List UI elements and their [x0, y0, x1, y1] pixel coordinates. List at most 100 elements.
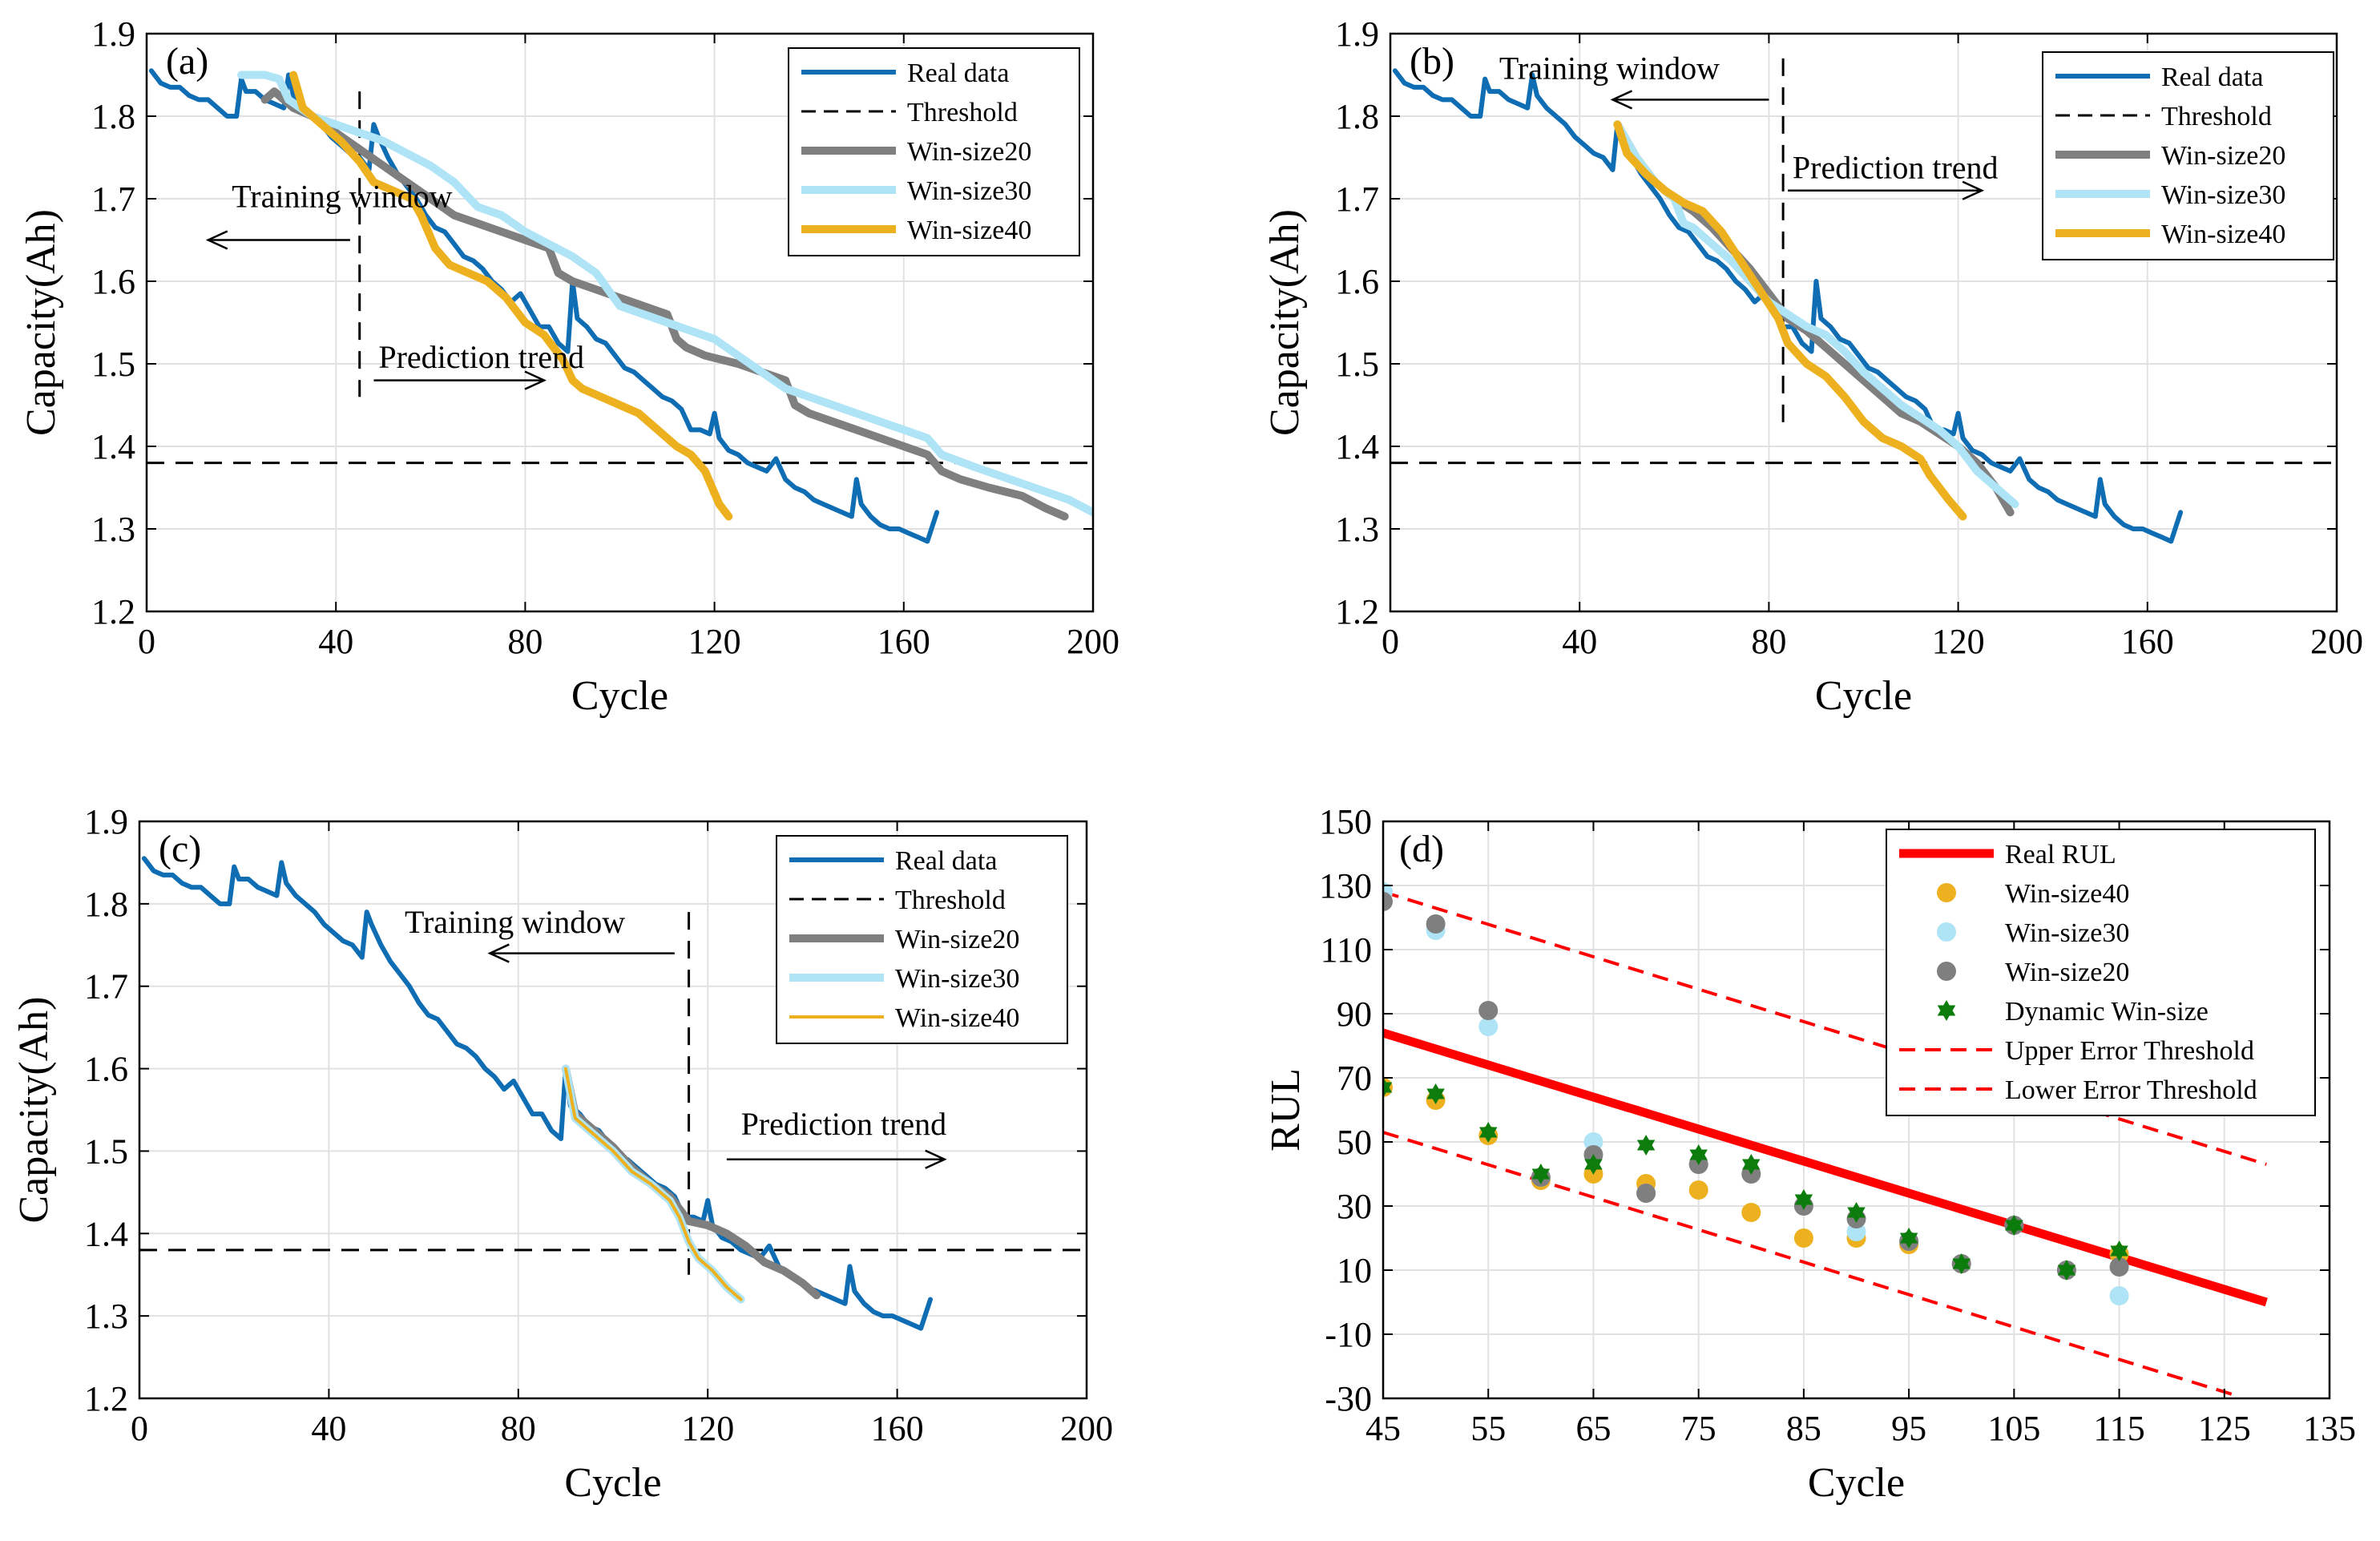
x-tick-label: 40: [311, 1409, 346, 1448]
series-line-win-size40: [563, 1067, 743, 1301]
x-tick-label: 120: [688, 622, 741, 661]
plot-area: [1383, 882, 2268, 1397]
x-tick-label: 0: [1382, 622, 1399, 661]
x-axis-label: Cycle: [1815, 673, 1912, 719]
legend-label: Threshold: [895, 885, 1006, 915]
y-tick-label: 1.9: [91, 14, 135, 54]
marker-dynamic-win-size: [2057, 1265, 2076, 1281]
panel-letter: (a): [166, 40, 208, 83]
y-axis-label: Capacity(Ah): [18, 209, 64, 436]
legend-label: Win-size30: [895, 964, 1019, 994]
marker-dynamic-win-size: [1847, 1207, 1866, 1223]
x-tick-label: 200: [1060, 1409, 1113, 1448]
legend-label: Real RUL: [2005, 840, 2116, 869]
y-axis-label: RUL: [1263, 1068, 1309, 1152]
series-line-win-size40: [289, 71, 733, 521]
axes-frame: [1382, 820, 2331, 1400]
annotation-prediction-trend: Prediction trend: [741, 1106, 947, 1142]
annotation-arrow-head: [524, 370, 547, 390]
legend-label: Dynamic Win-size: [2005, 997, 2209, 1027]
legend-label: Threshold: [2161, 102, 2272, 131]
legend-label: Lower Error Threshold: [2005, 1075, 2257, 1105]
y-tick-label: 1.9: [1335, 14, 1379, 54]
axes-frame: [138, 820, 1088, 1400]
upper-error-threshold-line: [1383, 890, 2267, 1166]
legend-label: Win-size40: [907, 216, 1031, 245]
axes-frame: [145, 32, 1095, 613]
marker-dynamic-win-size: [1426, 1088, 1445, 1104]
legend-label: Win-size20: [907, 137, 1031, 167]
y-tick-label: 1.4: [91, 427, 135, 466]
legend-label: Win-size40: [895, 1003, 1019, 1033]
y-tick-label: 110: [1321, 930, 1372, 970]
legend-swatch-dynamic-win-size: [1937, 1005, 1956, 1021]
y-tick-label: 1.2: [91, 592, 135, 631]
marker-win-size20: [1426, 914, 1446, 934]
marker-win-size20: [1636, 1184, 1656, 1203]
x-tick-label: 80: [501, 1409, 536, 1448]
x-tick-label: 200: [1067, 622, 1119, 661]
y-tick-label: 50: [1337, 1123, 1372, 1162]
legend-label: Win-size30: [2005, 918, 2129, 948]
panel-letter: (d): [1399, 828, 1444, 870]
x-tick-label: 75: [1681, 1409, 1716, 1448]
legend-label: Real data: [895, 846, 997, 876]
legend-label: Win-size20: [895, 925, 1019, 954]
annotation-training-window: Training window: [405, 904, 625, 940]
y-tick-label: 1.9: [84, 802, 128, 841]
y-tick-label: 1.5: [84, 1132, 128, 1171]
x-axis-label: Cycle: [1808, 1460, 1905, 1506]
x-tick-label: 0: [131, 1409, 148, 1448]
x-tick-label: 85: [1786, 1409, 1821, 1448]
legend-swatch-win-size20: [1937, 962, 1956, 981]
marker-dynamic-win-size: [1899, 1232, 1918, 1249]
legend-label: Win-size30: [2161, 180, 2285, 210]
y-tick-label: 1.6: [1335, 262, 1379, 301]
annotation-training-window: Training window: [232, 178, 452, 214]
marker-win-size20: [1383, 892, 1393, 911]
marker-dynamic-win-size: [1636, 1140, 1656, 1156]
x-tick-label: 80: [1751, 622, 1786, 661]
y-axis-label: Capacity(Ah): [11, 996, 57, 1223]
legend-label: Upper Error Threshold: [2005, 1036, 2254, 1066]
panel-c-capacity-chart: Training window Prediction trend 0 40 80 120 1…: [11, 802, 1113, 1506]
x-tick-label: 95: [1891, 1409, 1926, 1448]
series-line-real-data: [148, 68, 940, 544]
annotation-prediction-trend: Prediction trend: [1793, 149, 1999, 185]
y-tick-label: 1.3: [84, 1297, 128, 1336]
y-tick-label: 1.7: [91, 180, 135, 219]
y-tick-label: 130: [1319, 866, 1372, 906]
y-tick-label: 1.2: [84, 1379, 128, 1418]
panel-d-rul-chart: 45 55 65 75 85 95 105 115 125 135 -30 -10 10 30 50 70 90…: [1263, 802, 2356, 1506]
legend-label: Win-size20: [2161, 141, 2285, 171]
x-tick-label: 135: [2303, 1409, 2356, 1448]
legend-label: Win-size20: [2005, 958, 2129, 987]
marker-win-size40: [1741, 1203, 1761, 1222]
legend-label: Win-size40: [2161, 220, 2285, 249]
annotation-arrow-head: [925, 1149, 947, 1169]
y-tick-label: 150: [1319, 802, 1372, 841]
legend-box: [1886, 829, 2316, 1116]
y-tick-label: 1.5: [1335, 345, 1379, 384]
panel-letter: (b): [1410, 40, 1454, 83]
y-tick-label: -10: [1325, 1315, 1372, 1354]
marker-dynamic-win-size: [2005, 1220, 2023, 1236]
x-tick-label: 80: [507, 622, 543, 661]
marker-dynamic-win-size: [1742, 1159, 1761, 1175]
marker-win-size30: [2109, 1286, 2129, 1305]
y-tick-label: 1.7: [1335, 180, 1379, 219]
y-tick-label: 10: [1337, 1251, 1372, 1290]
y-tick-label: 1.3: [1335, 510, 1379, 549]
legend-label: Win-size30: [907, 176, 1031, 206]
legend-label: Win-size40: [2005, 879, 2129, 909]
x-tick-label: 120: [1932, 622, 1985, 661]
marker-win-size40: [1793, 1228, 1813, 1248]
lower-error-threshold-line: [1383, 1131, 2236, 1397]
axes-frame: [1389, 32, 2338, 613]
marker-dynamic-win-size: [1794, 1194, 1813, 1210]
y-tick-label: 1.8: [84, 885, 128, 924]
legend-label: Threshold: [907, 98, 1018, 127]
panel-b-capacity-chart: Training window Prediction trend 0 40 80 120 1…: [1262, 14, 2363, 719]
x-tick-label: 45: [1365, 1409, 1401, 1448]
